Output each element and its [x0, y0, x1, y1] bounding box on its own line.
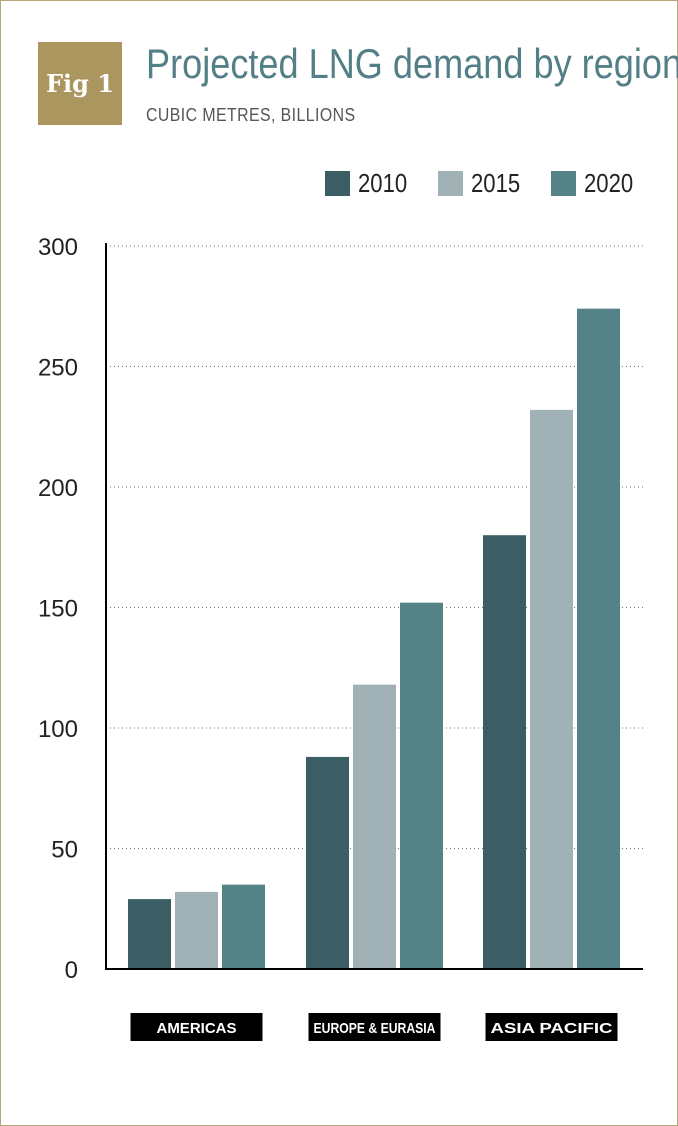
bar-2-2010	[483, 535, 526, 969]
chart-subtitle: CUBIC METRES, BILLIONS	[146, 105, 356, 125]
legend: 2010 2015 2020	[303, 168, 642, 199]
legend-item-2015: 2015	[438, 168, 529, 199]
category-box-1	[308, 1013, 441, 1041]
category-box-0	[130, 1013, 263, 1041]
bar-1-2015	[353, 684, 396, 969]
category-label-1: EUROPE & EURASIA	[314, 1020, 436, 1037]
legend-label-2010: 2010	[358, 168, 408, 198]
bar-2-2020	[577, 308, 620, 969]
y-tick-label-200: 200	[38, 475, 78, 502]
y-tick-label-0: 0	[65, 957, 78, 984]
chart-title: Projected LNG demand by region	[146, 40, 678, 87]
bar-1-2020	[400, 602, 443, 969]
bar-0-2015	[175, 891, 218, 969]
figure-badge: Fig 1	[38, 42, 122, 125]
legend-item-2020: 2020	[551, 168, 642, 199]
y-tick-label-300: 300	[38, 234, 78, 261]
legend-swatch-2010	[325, 171, 351, 196]
y-tick-label-100: 100	[38, 716, 78, 743]
bar-1-2010	[306, 756, 349, 969]
legend-label-2020: 2020	[584, 168, 634, 198]
bar-0-2010	[128, 899, 171, 969]
y-tick-label-150: 150	[38, 596, 78, 623]
legend-label-2015: 2015	[471, 168, 521, 198]
category-label-0: AMERICAS	[156, 1020, 236, 1037]
y-tick-label-250: 250	[38, 355, 78, 382]
y-tick-label-50: 50	[51, 837, 78, 864]
category-box-2	[485, 1013, 618, 1041]
category-label-2: ASIA PACIFIC	[491, 1020, 613, 1037]
legend-swatch-2015	[438, 171, 464, 196]
bar-0-2020	[222, 884, 265, 969]
bar-2-2015	[530, 409, 573, 969]
legend-swatch-2020	[551, 171, 577, 196]
legend-item-2010: 2010	[325, 168, 416, 199]
